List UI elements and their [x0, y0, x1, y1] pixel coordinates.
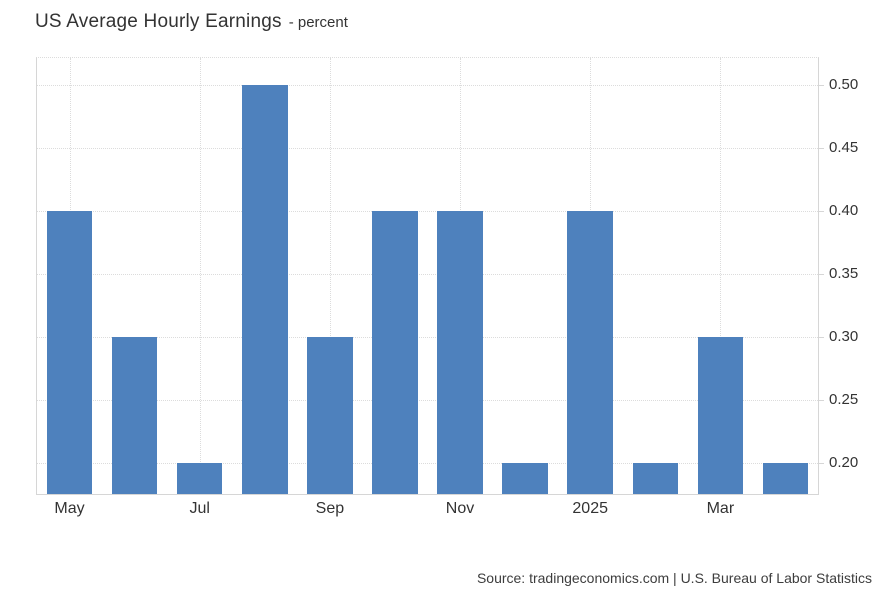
- bar[interactable]: [111, 336, 158, 494]
- bar[interactable]: [242, 85, 288, 494]
- bar[interactable]: [307, 336, 353, 494]
- h-gridline: [37, 336, 818, 338]
- y-axis-tick: [818, 462, 824, 464]
- y-axis-label: 0.40: [829, 201, 859, 219]
- x-axis-label: Jul: [189, 500, 210, 517]
- y-axis-tick: [818, 273, 824, 275]
- h-gridline: [37, 147, 818, 149]
- source-credit: Source: tradingeconomics.com | U.S. Bure…: [476, 570, 872, 586]
- bar[interactable]: [632, 462, 679, 494]
- y-axis-label: 0.30: [829, 327, 859, 345]
- v-gridline: [199, 58, 201, 494]
- y-axis-tick: [818, 336, 824, 338]
- bar[interactable]: [567, 210, 613, 494]
- x-axis-label: 2025: [572, 500, 608, 517]
- bar[interactable]: [46, 210, 93, 494]
- h-gridline: [37, 273, 818, 275]
- y-axis-label: 0.50: [829, 76, 859, 94]
- plot-area: 0.20 0.25 0.30 0.35 0.40 0.45 0.50 May Jul Sep No…: [36, 57, 858, 517]
- y-axis-label: 0.35: [829, 264, 859, 282]
- bar[interactable]: [762, 462, 809, 494]
- x-axis-label: Sep: [315, 500, 345, 517]
- y-axis-label: 0.45: [829, 138, 859, 156]
- bar[interactable]: [697, 336, 744, 494]
- h-gridline: [37, 462, 818, 464]
- bar[interactable]: [176, 462, 223, 494]
- bar[interactable]: [372, 210, 418, 494]
- y-axis-tick: [818, 399, 824, 401]
- chart-title: US Average Hourly Earnings: [35, 11, 282, 32]
- chart-header: US Average Hourly Earnings - percent: [35, 11, 348, 33]
- v-gridline: [720, 58, 722, 494]
- y-axis-label: 0.25: [829, 390, 859, 408]
- x-axis-label: Mar: [706, 500, 735, 517]
- h-gridline: [37, 399, 818, 401]
- v-gridline: [329, 58, 331, 494]
- y-axis-label: 0.20: [829, 453, 859, 471]
- y-axis-tick: [818, 85, 824, 87]
- h-gridline: [37, 210, 818, 212]
- y-axis-tick: [818, 210, 824, 212]
- chart-subtitle: - percent: [288, 14, 348, 31]
- y-axis-tick: [818, 147, 824, 149]
- bar[interactable]: [502, 462, 548, 494]
- h-gridline: [37, 85, 818, 87]
- bar[interactable]: [437, 210, 483, 494]
- x-axis-label: May: [54, 500, 85, 517]
- x-axis-label: Nov: [445, 500, 475, 517]
